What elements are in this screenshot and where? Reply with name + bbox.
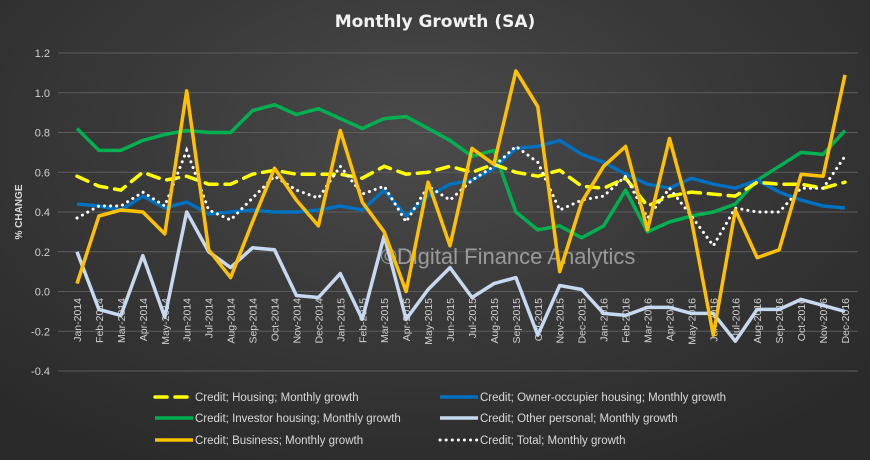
- x-tick-label: Nov-2015: [555, 298, 567, 344]
- legend-label: Credit; Housing; Monthly growth: [195, 392, 359, 404]
- x-tick-label: Dec-2016: [840, 298, 852, 344]
- y-tick-label: 0.8: [35, 128, 50, 140]
- y-tick-label: 1.0: [35, 88, 50, 100]
- y-tick-label: 1.2: [35, 48, 50, 60]
- watermark: ©Digital Finance Analytics: [381, 244, 636, 269]
- x-tick-label: Sep-2014: [248, 298, 260, 344]
- x-tick-label: Feb-2016: [621, 298, 633, 343]
- y-tick-label: -0.2: [31, 326, 50, 338]
- series-line-2: [75, 102, 847, 240]
- x-tick-label: Jul-2015: [467, 298, 479, 338]
- legend-label: Credit; Total; Monthly growth: [480, 435, 626, 447]
- chart-title: Monthly Growth (SA): [335, 12, 536, 32]
- x-axis-ticks: Jan-2014 Feb-2014 Mar-2014 Apr-2014 May-2014…: [72, 298, 852, 345]
- series-line-0: [75, 162, 847, 209]
- series-line-4: [75, 69, 847, 337]
- x-tick-label: Jan-2015: [335, 298, 347, 342]
- legend-label: Credit; Other personal; Monthly growth: [480, 413, 678, 425]
- x-tick-label: Oct-2016: [796, 298, 808, 341]
- x-tick-label: Mar-2015: [379, 298, 391, 343]
- legend: Credit; Housing; Monthly growth Credit; O…: [153, 392, 726, 447]
- series-lines: [75, 69, 847, 343]
- y-tick-label: -0.4: [31, 366, 50, 378]
- x-tick-label: Nov-2014: [291, 298, 303, 344]
- y-axis-ticks: 1.2 1.0 0.8 0.6 0.4 0.2 0.0 -0.2 -0.4: [31, 48, 50, 378]
- x-tick-label: Jun-2014: [182, 298, 194, 342]
- x-tick-label: Apr-2016: [664, 298, 676, 341]
- legend-label: Credit; Investor housing; Monthly growth: [195, 413, 401, 425]
- x-tick-label: Apr-2014: [138, 298, 150, 341]
- x-tick-label: Jul-2016: [730, 298, 742, 338]
- x-tick-label: Sep-2015: [511, 298, 523, 344]
- x-tick-label: May-2016: [686, 298, 698, 345]
- y-tick-label: 0.4: [35, 207, 50, 219]
- x-tick-label: Mar-2016: [643, 298, 655, 343]
- x-tick-label: Aug-2014: [226, 298, 238, 344]
- x-tick-label: Aug-2015: [489, 298, 501, 344]
- y-tick-label: 0.0: [35, 287, 50, 299]
- x-tick-label: Dec-2015: [577, 298, 589, 344]
- y-tick-label: 0.6: [35, 167, 50, 179]
- y-tick-label: 0.2: [35, 247, 50, 259]
- x-tick-label: Aug-2016: [752, 298, 764, 344]
- legend-label: Credit; Business; Monthly growth: [195, 435, 363, 447]
- x-tick-label: Jun-2015: [445, 298, 457, 342]
- legend-label: Credit; Owner-occupier housing; Monthly …: [480, 392, 726, 404]
- x-tick-label: Sep-2016: [774, 298, 786, 344]
- x-tick-label: Jan-2014: [72, 298, 84, 342]
- x-tick-label: Jul-2014: [204, 298, 216, 338]
- y-axis-label: % CHANGE: [14, 184, 25, 239]
- x-tick-label: Jan-2016: [599, 298, 611, 342]
- x-tick-label: May-2015: [423, 298, 435, 345]
- x-tick-label: Oct-2014: [269, 298, 281, 341]
- x-tick-label: Dec-2014: [313, 298, 325, 344]
- x-tick-label: Nov-2016: [818, 298, 830, 344]
